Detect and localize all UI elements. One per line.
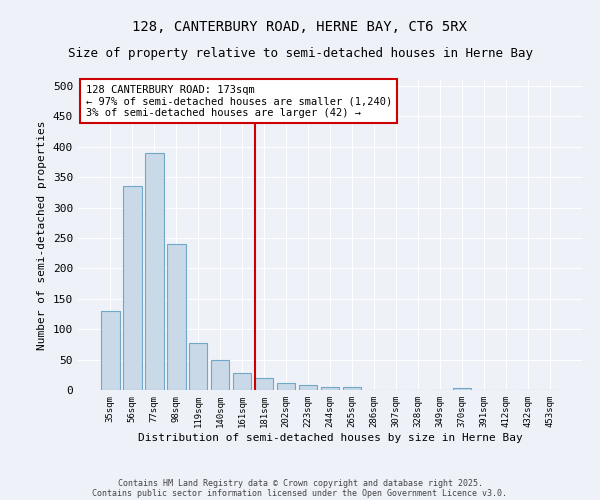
Y-axis label: Number of semi-detached properties: Number of semi-detached properties: [37, 120, 47, 350]
Text: 128, CANTERBURY ROAD, HERNE BAY, CT6 5RX: 128, CANTERBURY ROAD, HERNE BAY, CT6 5RX: [133, 20, 467, 34]
Bar: [167, 244, 185, 390]
Bar: [145, 153, 164, 390]
Bar: [211, 360, 229, 390]
Text: Contains public sector information licensed under the Open Government Licence v3: Contains public sector information licen…: [92, 488, 508, 498]
Text: 128 CANTERBURY ROAD: 173sqm
← 97% of semi-detached houses are smaller (1,240)
3%: 128 CANTERBURY ROAD: 173sqm ← 97% of sem…: [86, 84, 392, 118]
Bar: [343, 387, 361, 390]
Bar: [452, 388, 471, 390]
Text: Contains HM Land Registry data © Crown copyright and database right 2025.: Contains HM Land Registry data © Crown c…: [118, 478, 482, 488]
Text: Size of property relative to semi-detached houses in Herne Bay: Size of property relative to semi-detach…: [67, 48, 533, 60]
Bar: [255, 378, 274, 390]
Bar: [299, 385, 317, 390]
Bar: [277, 384, 295, 390]
Bar: [101, 311, 119, 390]
X-axis label: Distribution of semi-detached houses by size in Herne Bay: Distribution of semi-detached houses by …: [137, 432, 523, 442]
Bar: [189, 343, 208, 390]
Bar: [320, 387, 340, 390]
Bar: [233, 373, 251, 390]
Bar: [123, 186, 142, 390]
